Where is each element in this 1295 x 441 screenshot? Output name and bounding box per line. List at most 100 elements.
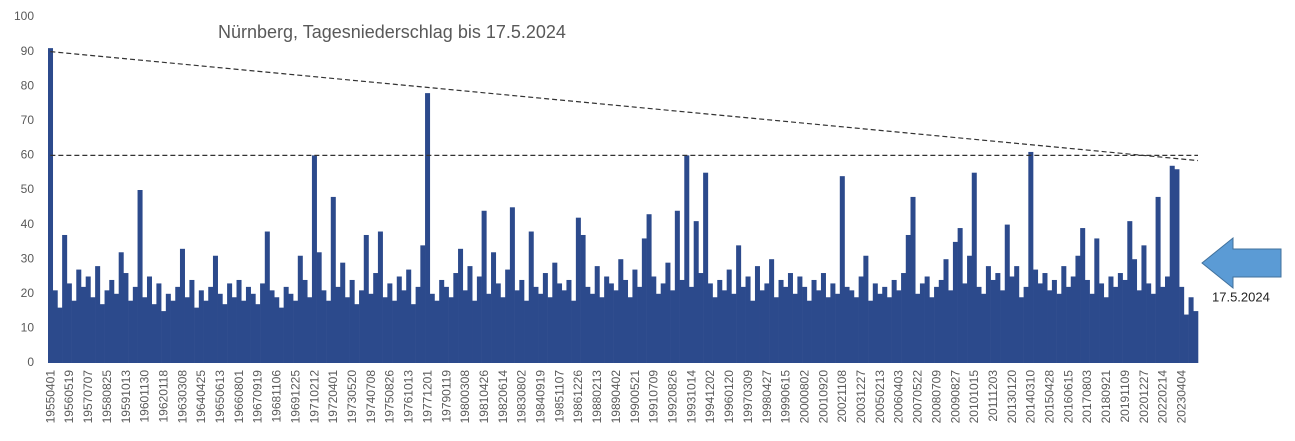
bar — [1018, 297, 1024, 363]
bar — [740, 286, 746, 363]
x-tick-label: 19681106 — [270, 370, 284, 423]
bar — [142, 297, 148, 363]
bar — [245, 286, 251, 363]
bar — [250, 293, 256, 363]
bar — [802, 286, 808, 363]
y-tick-label: 40 — [21, 217, 35, 231]
bar — [538, 293, 544, 363]
bar — [759, 290, 765, 363]
bar — [557, 283, 563, 363]
x-tick-label: 19990615 — [779, 370, 793, 424]
x-tick-label: 19810426 — [477, 370, 491, 424]
bar — [787, 273, 793, 363]
x-tick-label: 19691225 — [288, 370, 302, 424]
x-tick-label: 19830802 — [515, 370, 529, 424]
y-tick-label: 0 — [27, 355, 34, 369]
bar — [853, 297, 859, 363]
bar — [514, 290, 520, 363]
bar — [750, 300, 756, 363]
bar — [453, 273, 459, 363]
bar — [448, 297, 454, 363]
x-tick-label: 20180921 — [1099, 370, 1113, 424]
x-tick-label: 19560519 — [62, 370, 76, 424]
bar — [274, 297, 280, 363]
x-tick-label: 20070522 — [911, 370, 925, 424]
bar — [693, 221, 699, 363]
bar — [745, 276, 751, 363]
bar — [962, 283, 968, 363]
x-tick-label: 19750826 — [383, 370, 397, 424]
bar — [66, 283, 72, 363]
bar — [175, 286, 181, 363]
bar — [1056, 293, 1062, 363]
bar — [198, 290, 204, 363]
x-tick-label: 20201227 — [1137, 370, 1151, 424]
bar — [604, 276, 610, 363]
x-tick-label: 19591013 — [119, 370, 133, 424]
bar — [368, 293, 374, 363]
bar — [62, 234, 68, 363]
bar — [684, 155, 690, 363]
bar — [486, 293, 492, 363]
bar — [915, 293, 921, 363]
x-tick-label: 19980427 — [760, 370, 774, 424]
y-tick-label: 30 — [21, 251, 35, 265]
bar — [1113, 286, 1119, 363]
bar — [585, 286, 591, 363]
bar — [1136, 290, 1142, 363]
x-tick-label: 19771201 — [420, 370, 434, 424]
x-tick-label: 20230404 — [1175, 370, 1189, 424]
bar — [957, 228, 963, 363]
bar — [330, 196, 336, 363]
bar — [896, 290, 902, 363]
bar — [835, 293, 841, 363]
bar — [820, 273, 826, 363]
bar — [1193, 311, 1199, 363]
x-tick-label: 19790119 — [439, 370, 453, 423]
bar — [1061, 266, 1067, 363]
bar — [283, 286, 289, 363]
bar — [340, 262, 346, 363]
bar — [396, 276, 402, 363]
bar — [293, 300, 299, 363]
bar — [561, 290, 567, 363]
bar — [387, 283, 393, 363]
bar — [1094, 238, 1100, 363]
bar — [113, 293, 119, 363]
bar — [990, 279, 996, 363]
bar — [156, 283, 162, 363]
x-tick-label: 19941202 — [703, 370, 717, 424]
x-tick-label: 19660801 — [232, 370, 246, 424]
bar — [1132, 259, 1138, 363]
bar — [1075, 255, 1081, 363]
bar — [1042, 273, 1048, 363]
y-tick-label: 80 — [21, 78, 35, 92]
bar — [655, 293, 662, 363]
bar — [547, 297, 553, 363]
bar — [311, 155, 317, 363]
bar — [458, 248, 464, 363]
bar — [839, 176, 845, 363]
bar — [703, 172, 709, 363]
bar — [392, 300, 398, 363]
bar — [269, 290, 275, 363]
bar — [1004, 224, 1010, 363]
bar — [1155, 196, 1161, 363]
bar — [217, 293, 223, 363]
bar — [594, 266, 600, 363]
bar — [316, 252, 322, 363]
bar — [519, 279, 525, 363]
bar — [472, 300, 478, 363]
x-tick-label: 20021108 — [835, 370, 849, 423]
bar — [580, 234, 586, 363]
bar — [80, 286, 87, 363]
bar — [467, 266, 473, 363]
reference-line — [50, 51, 1199, 162]
bar — [335, 286, 341, 363]
bar — [132, 286, 138, 363]
bar — [637, 286, 643, 363]
bar — [170, 300, 176, 363]
bar — [500, 297, 506, 363]
x-tick-label: 20140310 — [1024, 370, 1038, 424]
